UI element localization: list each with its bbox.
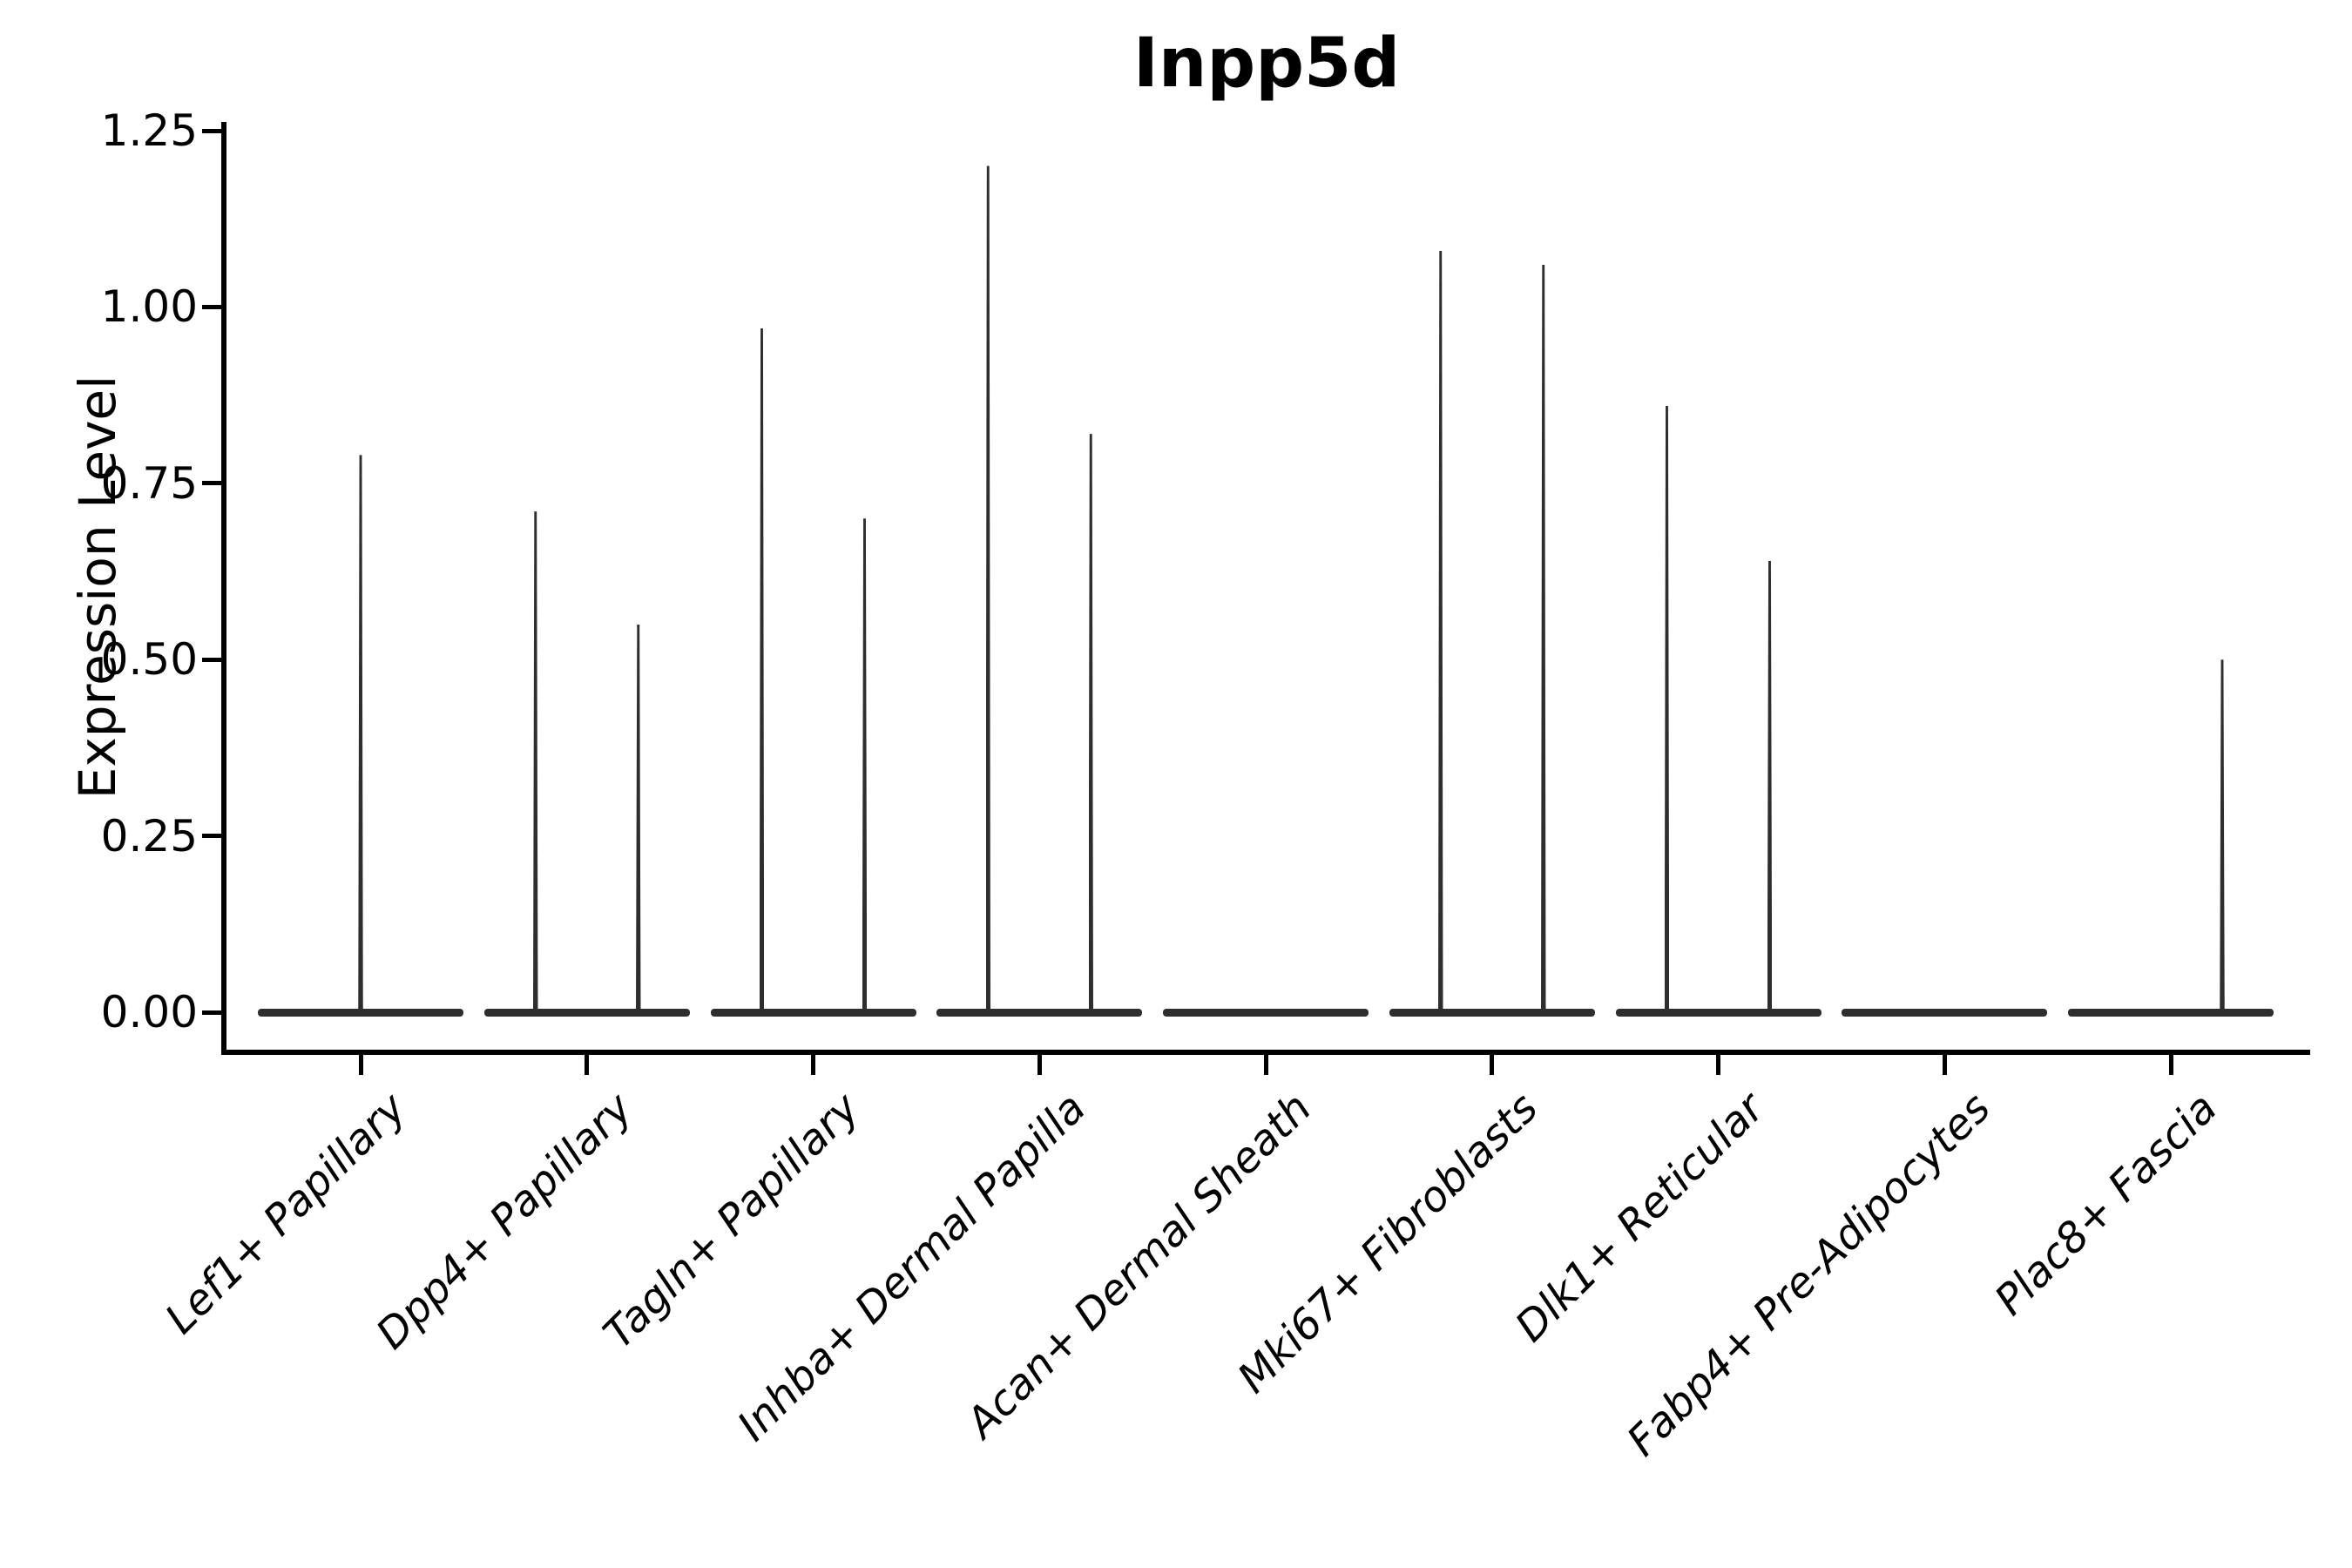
violin-base [936, 1008, 1143, 1017]
x-tick-mark [585, 1055, 590, 1075]
violin-base [2068, 1008, 2274, 1017]
x-tick-mark [1037, 1055, 1042, 1075]
y-tick-mark [202, 657, 221, 662]
x-tick-mark [1263, 1055, 1268, 1075]
x-tick-mark [1716, 1055, 1720, 1075]
y-tick-mark [202, 1010, 221, 1015]
x-tick-label: Dlk1+ Reticular [1505, 1084, 1774, 1352]
violin-spike [1541, 264, 1546, 1012]
violin-spike [1438, 250, 1443, 1012]
violin-spike [2220, 659, 2225, 1012]
violin-spike [533, 511, 538, 1012]
y-tick-label: 1.25 [100, 105, 198, 156]
y-tick-label: 0.25 [100, 810, 198, 862]
y-tick-label: 0.50 [100, 634, 198, 686]
y-tick-mark [202, 128, 221, 133]
violin-base [710, 1008, 916, 1017]
y-axis-spine [221, 122, 226, 1055]
y-tick-mark [202, 304, 221, 309]
x-tick-label: Lef1+ Papillary [156, 1084, 416, 1344]
violin-base [1389, 1008, 1595, 1017]
violin-base [483, 1008, 690, 1017]
y-tick-label: 0.75 [100, 457, 198, 509]
violin-spike [759, 328, 765, 1012]
violin-spike [1088, 434, 1093, 1012]
violin-base [1163, 1008, 1369, 1017]
y-tick-mark [202, 481, 221, 486]
violin-spike [985, 166, 990, 1012]
x-axis-spine [221, 1050, 2310, 1055]
x-tick-mark [1490, 1055, 1495, 1075]
violin-spike [862, 518, 868, 1012]
y-tick-label: 0.00 [100, 987, 198, 1037]
violin-base [258, 1008, 463, 1017]
violin-spike [1767, 560, 1773, 1012]
violin-spike [358, 455, 363, 1012]
x-tick-mark [811, 1055, 815, 1075]
chart-title: Inpp5d [1132, 24, 1401, 103]
x-tick-label: Fabp4+ Pre-Adipocytes [1618, 1084, 2000, 1466]
x-tick-label: Plac8+ Fascia [1984, 1084, 2227, 1325]
x-tick-mark [1942, 1055, 1947, 1075]
violin-base [1615, 1008, 1821, 1017]
violin-spike [636, 624, 641, 1012]
violin-base [1842, 1008, 2048, 1017]
y-tick-label: 1.00 [100, 281, 198, 333]
x-tick-mark [2168, 1055, 2173, 1075]
violin-spike [1664, 405, 1670, 1012]
y-tick-mark [202, 834, 221, 839]
x-tick-mark [358, 1055, 363, 1075]
